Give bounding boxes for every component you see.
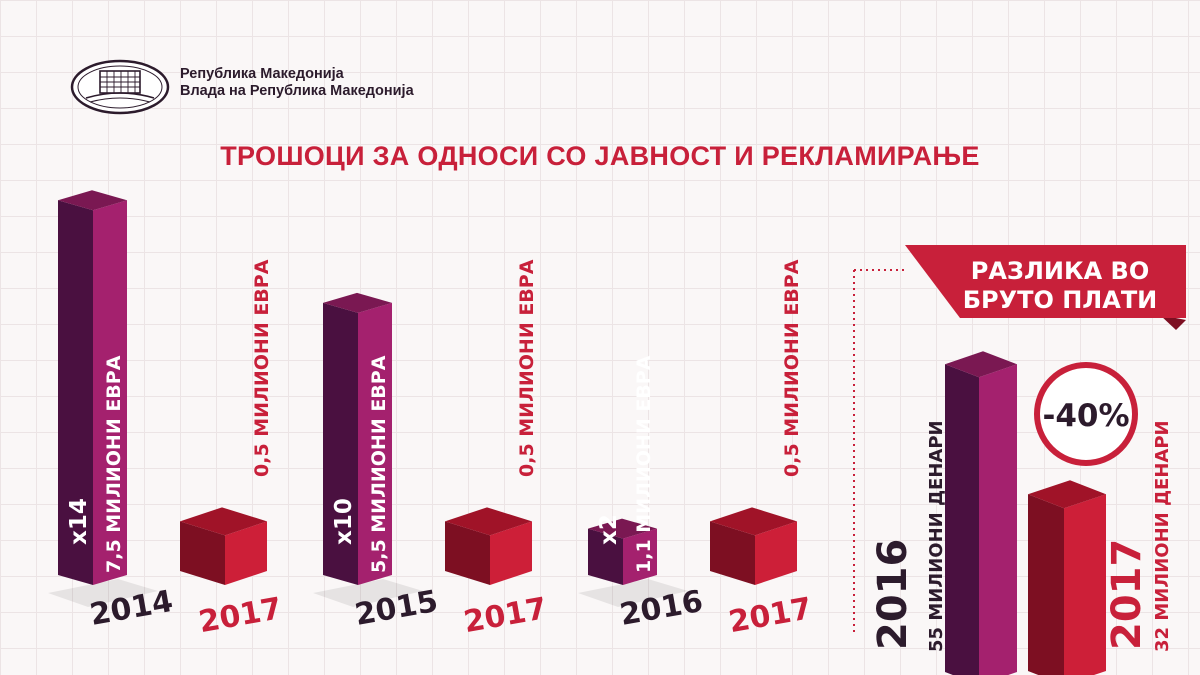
salary-bar-2016-top [945, 351, 1017, 378]
value-label-2015: 5,5 МИЛИОНИ ЕВРА [368, 355, 390, 573]
bar-2017-after-2015-front [445, 521, 490, 585]
salary-banner [905, 245, 1186, 330]
year-label-2017-after-2014: 2017 [196, 591, 284, 640]
salary-bar-2017 [1028, 480, 1106, 675]
salary-banner-shape [905, 245, 1186, 318]
salary-value-label-2016: 55 МИЛИОНИ ДЕНАРИ [926, 420, 947, 652]
bar-2014 [58, 190, 127, 585]
bar-2017-after-2015-side [490, 521, 532, 585]
bar-2017-after-2014-top [180, 507, 267, 536]
bar-2015-side [358, 302, 392, 585]
bar-2017-after-2016-top [710, 507, 797, 536]
bar-2017-after-2016 [710, 507, 797, 585]
salary-year-label-2017: 2017 [1104, 539, 1150, 650]
bar-2017-after-2015-top [445, 507, 532, 536]
cost-pair-2016 [578, 507, 797, 607]
change-value-label: -40% [1042, 398, 1129, 434]
year-label-2017-after-2016: 2017 [726, 591, 814, 640]
org-name-line-2: Влада на Република Македонија [180, 83, 414, 99]
multiplier-label-2016: x2 [596, 514, 622, 545]
value-label-2017-after-2014: 0,5 МИЛИОНИ ЕВРА [251, 259, 273, 477]
salary-banner-line-1: РАЗЛИКА ВО [971, 257, 1149, 285]
bar-2017-after-2016-front [710, 521, 755, 585]
cost-pair-2015 [313, 292, 532, 607]
salary-bar-2016-front [945, 364, 979, 675]
bar-2016 [588, 518, 657, 585]
page-title: ТРОШОЦИ ЗА ОДНОСИ СО ЈАВНОСТ И РЕКЛАМИРА… [220, 141, 980, 171]
value-label-2016: 1,1 МИЛИОНИ ЕВРА [633, 355, 655, 573]
bar-2017-after-2014-side [225, 521, 267, 585]
salary-bar-2017-side [1064, 494, 1106, 675]
salary-banner-line-2: БРУТО ПЛАТИ [963, 286, 1158, 314]
multiplier-label-2014: x14 [66, 498, 92, 545]
change-badge-ring [1034, 362, 1138, 466]
salary-bar-2017-top [1028, 480, 1106, 509]
bar-2015 [323, 292, 392, 585]
value-label-2014: 7,5 МИЛИОНИ ЕВРА [103, 355, 125, 573]
multiplier-label-2015: x10 [331, 498, 357, 545]
salary-bar-2016 [945, 351, 1017, 675]
cost-pair-2014 [48, 190, 267, 607]
salary-year-label-2016: 2016 [870, 539, 916, 650]
bar-2014-side [93, 200, 127, 585]
bar-2014-front [58, 200, 93, 585]
bar-2014-top [58, 190, 127, 211]
bar-2016-side [623, 528, 657, 585]
government-building-logo [70, 59, 170, 115]
bar-2015-front [323, 302, 358, 585]
year-label-2017-after-2015: 2017 [461, 591, 549, 640]
bracket-dotted-line [853, 269, 905, 632]
bar-2015-top [323, 292, 392, 313]
value-label-2017-after-2016: 0,5 МИЛИОНИ ЕВРА [781, 259, 803, 477]
bar-2016-front [588, 528, 623, 585]
change-badge [1034, 362, 1138, 466]
value-label-2017-after-2015: 0,5 МИЛИОНИ ЕВРА [516, 259, 538, 477]
bar-2017-after-2014-front [180, 521, 225, 585]
salary-value-label-2017: 32 МИЛИОНИ ДЕНАРИ [1152, 420, 1173, 652]
org-name-line-1: Република Македонија [180, 66, 344, 82]
bar-2017-after-2014 [180, 507, 267, 585]
salary-bar-2016-side [979, 364, 1017, 675]
bar-2016-top [588, 518, 657, 539]
salary-bar-2017-front [1028, 494, 1064, 675]
bar-2017-after-2016-side [755, 521, 797, 585]
bar-2017-after-2015 [445, 507, 532, 585]
